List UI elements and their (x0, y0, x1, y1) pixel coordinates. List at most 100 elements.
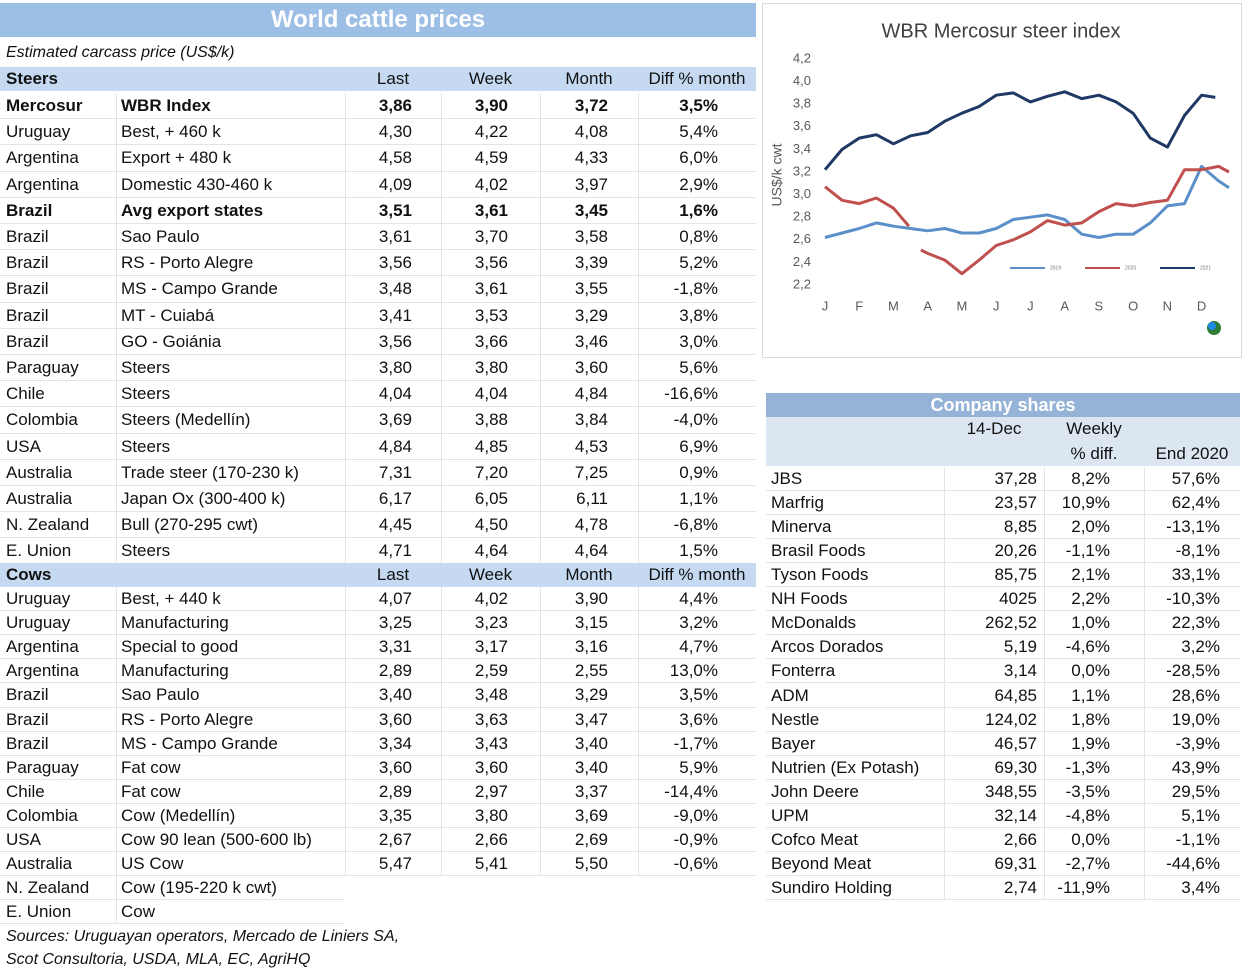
table-cell: 13,0% (669, 661, 718, 681)
table-cell: 2,66 (1003, 829, 1037, 849)
col-line (345, 459, 346, 486)
table-cell: Brazil (6, 709, 49, 729)
col-line (1144, 611, 1145, 636)
table-cell: MS - Campo Grande (121, 279, 278, 299)
table-cell: -10,3% (1166, 589, 1220, 609)
row-line (0, 610, 756, 612)
col-line (441, 587, 442, 612)
col-line (638, 276, 639, 303)
table-cell: E. Union (6, 541, 72, 561)
col-line (540, 731, 541, 756)
table-cell: 3,16 (574, 637, 608, 657)
col-line (638, 852, 639, 877)
col-line (944, 515, 945, 540)
row-line (0, 275, 756, 277)
table-cell: 4,50 (474, 515, 508, 535)
shares-title-bar (766, 393, 1240, 417)
col-line (441, 224, 442, 251)
col-line (1144, 659, 1145, 684)
shares-title: Company shares (930, 395, 1076, 415)
column-header: Diff % month (648, 565, 746, 584)
table-cell: Steers (121, 358, 171, 377)
row-line (0, 778, 756, 780)
col-line (1144, 779, 1145, 804)
col-line (540, 381, 541, 408)
col-line (638, 433, 639, 460)
col-line (345, 486, 346, 513)
x-tick-label: M (957, 298, 968, 313)
col-line (441, 328, 442, 355)
table-cell: 28,6% (1171, 685, 1220, 705)
x-tick-label: M (888, 298, 899, 313)
col-line (540, 145, 541, 172)
y-tick-label: 3,8 (793, 96, 811, 111)
col-line (540, 779, 541, 804)
col-line (540, 538, 541, 565)
col-line (116, 900, 117, 925)
col-line (116, 119, 117, 146)
table-cell: 3,41 (378, 305, 412, 325)
table-cell: 3,6% (679, 709, 718, 729)
col-line (345, 852, 346, 877)
col-line (638, 683, 639, 708)
table-cell: 3,60 (378, 709, 412, 729)
col-line (116, 302, 117, 329)
col-line (638, 171, 639, 198)
table-cell: 3,23 (474, 613, 508, 633)
series-line (824, 164, 1230, 239)
col-line (540, 93, 541, 120)
col-line (944, 779, 945, 804)
table-cell: Manufacturing (121, 613, 229, 633)
col-line (441, 611, 442, 636)
col-line (345, 635, 346, 660)
col-line (638, 250, 639, 277)
table-cell: -3,9% (1175, 733, 1220, 753)
col-line (540, 659, 541, 684)
table-cell: -1,7% (673, 733, 718, 753)
row-line (0, 658, 756, 660)
table-cell: 2,66 (474, 830, 508, 849)
col-line (441, 459, 442, 486)
col-line (1144, 539, 1145, 564)
table-cell: 3,37 (574, 781, 608, 801)
col-line (1044, 587, 1045, 612)
row-line (0, 196, 756, 198)
table-cell: Brazil (6, 305, 49, 325)
table-cell: 3,5% (679, 685, 718, 705)
row-line (0, 144, 756, 146)
table-cell: Paraguay (6, 757, 79, 777)
column-header: Week (468, 69, 513, 88)
table-cell: Brazil (6, 200, 53, 220)
table-cell: 0,8% (679, 227, 718, 246)
col-line (1044, 707, 1045, 732)
table-cell: McDonalds (771, 613, 857, 633)
table-cell: 57,6% (1171, 469, 1220, 488)
row-line (0, 827, 756, 828)
table-cell: GO - Goiánia (121, 331, 222, 351)
col-line (944, 539, 945, 564)
column-header: % diff. (1070, 444, 1118, 463)
column-header: Weekly (1066, 419, 1122, 438)
col-line (1044, 539, 1045, 564)
table-cell: 4,04 (378, 384, 412, 404)
table-cell: Australia (6, 854, 73, 874)
table-cell: Brasil Foods (771, 541, 866, 561)
series-line (824, 164, 1230, 276)
table-cell: Argentina (6, 148, 79, 168)
series-line (823, 90, 1216, 171)
shares-header-bg (766, 417, 1240, 466)
col-line (540, 755, 541, 780)
table-cell: -4,6% (1065, 637, 1110, 657)
row-line (766, 754, 1240, 756)
col-line (944, 683, 945, 708)
col-line (540, 197, 541, 224)
col-line (345, 381, 346, 408)
chart-title: WBR Mercosur steer index (882, 20, 1121, 42)
table-cell: 2,0% (1071, 517, 1110, 537)
table-cell: 3,25 (378, 613, 412, 633)
column-header: Last (376, 565, 410, 584)
table-cell: 4,71 (378, 541, 412, 561)
col-line (441, 302, 442, 329)
table-cell: 4,64 (474, 541, 508, 561)
